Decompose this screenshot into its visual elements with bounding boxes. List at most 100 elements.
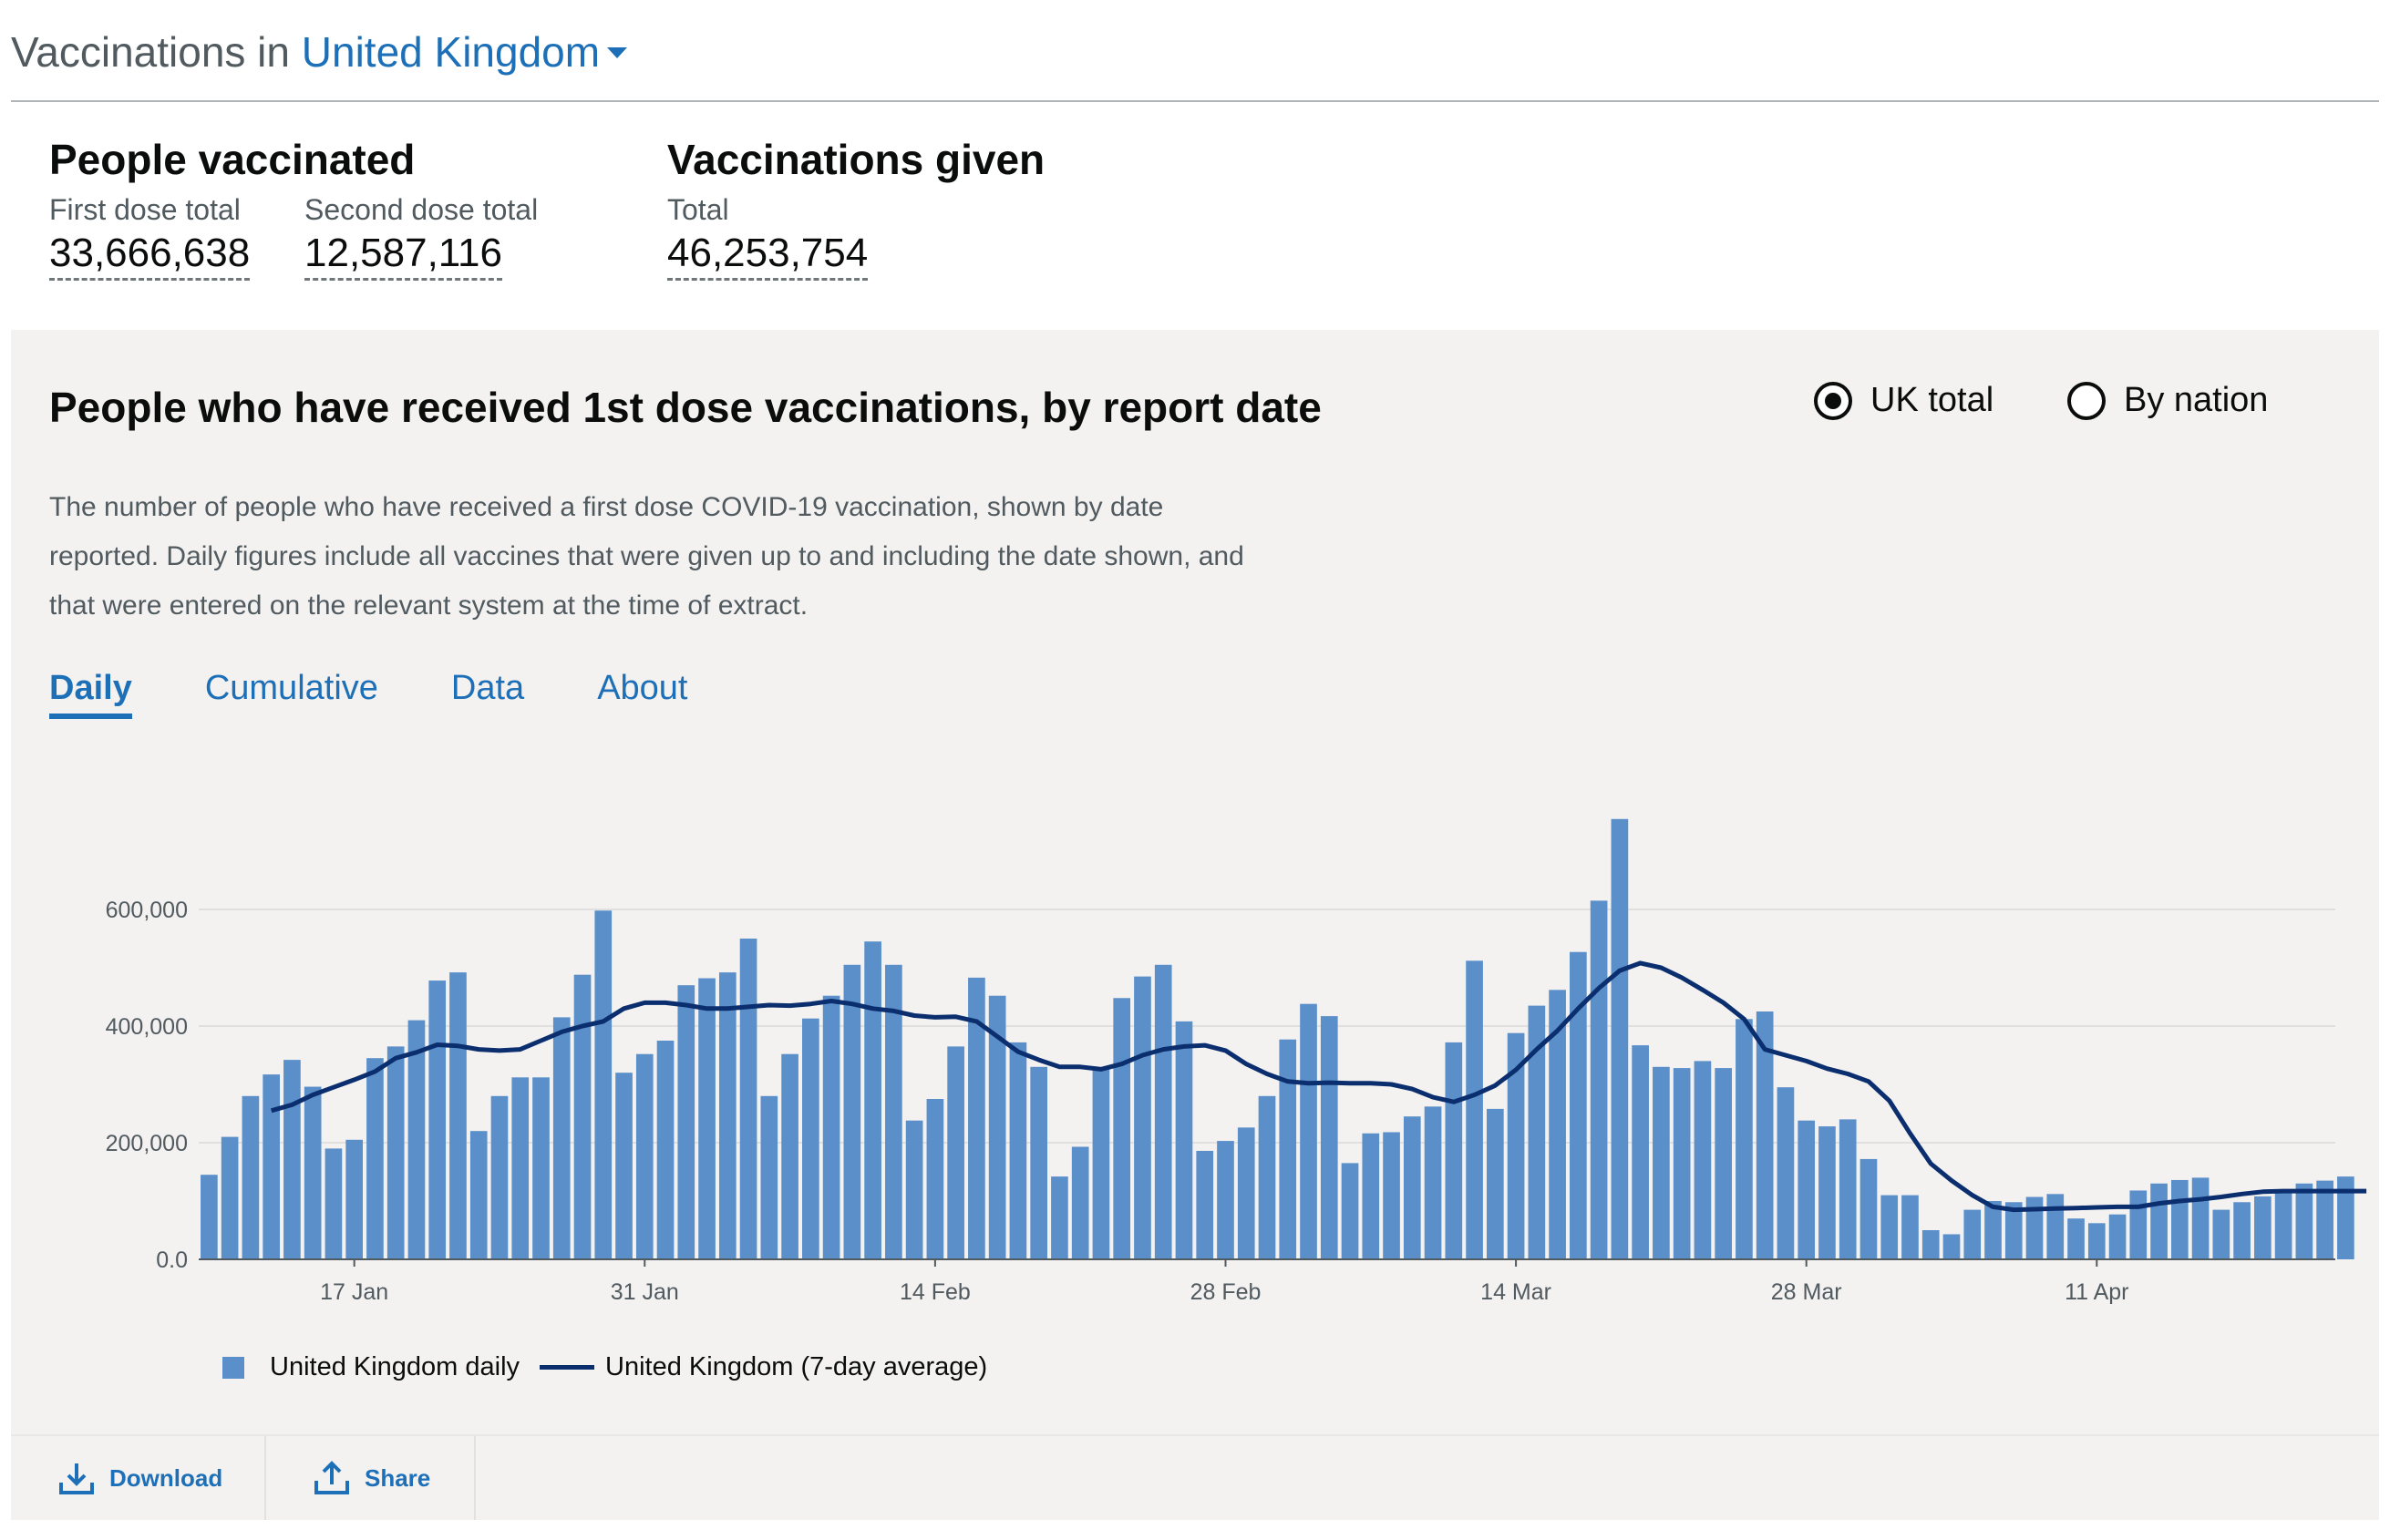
card-description: The number of people who have received a…	[49, 492, 1244, 621]
chart-bar	[2025, 1196, 2044, 1259]
chart-bar	[1715, 1068, 1732, 1259]
chart-bar	[407, 1020, 426, 1259]
chart-bar	[2046, 1194, 2065, 1259]
chart-bar	[469, 1131, 488, 1259]
x-tick-label: 17 Jan	[320, 1279, 388, 1305]
radio-uk-total[interactable]: UK total	[1814, 381, 1993, 420]
chart-bar	[926, 1099, 944, 1259]
radio-selected-dot	[1825, 392, 1841, 409]
chart-bar	[242, 1095, 260, 1259]
chart-bar	[1175, 1021, 1193, 1259]
radio-label-uk-total[interactable]: UK total	[1870, 381, 1994, 419]
legend-daily-label: United Kingdom daily	[270, 1352, 520, 1381]
download-button[interactable]: Download	[11, 1436, 266, 1520]
chart-bar	[2254, 1196, 2272, 1259]
share-icon[interactable]	[314, 1461, 350, 1495]
tab-data[interactable]: Data	[450, 669, 525, 707]
total-value[interactable]: 46,253,754	[667, 231, 869, 281]
chart-bar	[1009, 1042, 1027, 1259]
radio-label-by-nation[interactable]: By nation	[2124, 381, 2269, 419]
chart-bar	[325, 1148, 343, 1259]
radio-by-nation[interactable]: By nation	[2067, 381, 2268, 420]
chart-bar	[1279, 1039, 1297, 1259]
people-vaccinated-group: People vaccinated First dose total 33,66…	[49, 135, 538, 281]
chart-bar	[2004, 1202, 2023, 1259]
chart-bar	[698, 978, 716, 1259]
chart-bar	[2191, 1177, 2210, 1259]
chart-legend: United Kingdom daily United Kingdom (7-d…	[222, 1352, 987, 1382]
chart-bar	[1237, 1127, 1255, 1259]
second-dose-value[interactable]: 12,587,116	[304, 231, 502, 281]
chart-bar	[386, 1046, 405, 1259]
chart-bar	[615, 1073, 633, 1259]
chart-bar	[573, 974, 592, 1259]
x-tick-label: 28 Mar	[1771, 1279, 1842, 1305]
download-icon[interactable]	[58, 1461, 95, 1495]
chart-bar	[1528, 1005, 1546, 1259]
y-tick-label: 400,000	[106, 1014, 188, 1040]
chart-bar	[1611, 818, 1629, 1259]
tab-about[interactable]: About	[597, 669, 688, 707]
chart-bar	[1154, 964, 1172, 1259]
page-title-prefix: Vaccinations in	[11, 28, 290, 76]
radio-button-uk-total[interactable]	[1814, 381, 1852, 420]
chart-bar	[201, 1175, 218, 1259]
chart-bar	[1694, 1061, 1712, 1259]
chart-bar	[2067, 1218, 2085, 1259]
chart-bar	[1590, 900, 1608, 1259]
download-label[interactable]: Download	[109, 1463, 223, 1492]
vaccination-card: People who have received 1st dose vaccin…	[11, 330, 2379, 1520]
chart-bar	[635, 1053, 654, 1259]
chart-tabs: Daily Cumulative Data About	[49, 669, 761, 719]
chart-bar	[1196, 1150, 1214, 1259]
chart-bar	[1653, 1066, 1670, 1259]
chart-bar	[781, 1053, 798, 1259]
share-label[interactable]: Share	[365, 1463, 431, 1492]
total-vaccinations-figure: Total 46,253,754	[667, 193, 869, 281]
chart-bar	[2316, 1180, 2333, 1259]
chart-bar	[1403, 1116, 1421, 1259]
caret-down-icon[interactable]	[607, 46, 628, 58]
chart-bar	[1756, 1011, 1774, 1259]
chart-bar	[739, 939, 757, 1259]
chart-bar	[1362, 1133, 1380, 1259]
chart-bar	[802, 1018, 819, 1259]
chart-bar	[656, 1041, 675, 1259]
chart-bar	[1445, 1042, 1463, 1259]
chart-bar	[1901, 1195, 1919, 1259]
second-dose-figure: Second dose total 12,587,116	[304, 193, 538, 281]
x-tick-label: 11 Apr	[2065, 1279, 2128, 1305]
second-dose-label: Second dose total	[304, 193, 539, 226]
x-tick-label: 28 Feb	[1190, 1279, 1262, 1305]
chart-bar	[1507, 1032, 1525, 1259]
chart-bar	[822, 995, 840, 1259]
area-name[interactable]: United Kingdom	[301, 28, 601, 76]
radio-button-by-nation[interactable]	[2067, 381, 2106, 420]
average-line	[271, 960, 2367, 1213]
area-selector[interactable]: United Kingdom	[301, 28, 628, 76]
chart-bar	[1984, 1201, 2002, 1259]
chart-bar	[988, 995, 1006, 1259]
tab-daily[interactable]: Daily	[49, 669, 132, 719]
share-button[interactable]: Share	[266, 1436, 476, 1520]
y-tick-label: 600,000	[106, 898, 188, 923]
card-footer: Download Share	[11, 1434, 2379, 1520]
chart-bar	[283, 1060, 301, 1259]
chart-bar	[1839, 1119, 1857, 1259]
chart-bar	[1134, 976, 1151, 1259]
chart-bar	[1736, 1019, 1753, 1259]
chart-bar	[2150, 1183, 2168, 1259]
chart-bar	[1071, 1146, 1089, 1259]
chart-bar	[1818, 1126, 1836, 1259]
tab-cumulative[interactable]: Cumulative	[204, 669, 378, 707]
daily-vaccinations-chart: 0.0 200,000 400,000 600,000 17 Jan 31 Jan 14 F…	[106, 818, 2367, 1305]
chart-bar	[1632, 1045, 1649, 1259]
chart-bar	[1777, 1087, 1795, 1259]
chart-bar	[511, 1077, 530, 1259]
chart-bar	[1921, 1230, 1940, 1259]
chart-bar	[532, 1077, 550, 1259]
x-tick-label: 14 Mar	[1480, 1279, 1551, 1305]
chart-bar	[1673, 1068, 1691, 1259]
chart-bar	[1113, 998, 1131, 1259]
first-dose-value[interactable]: 33,666,638	[49, 231, 251, 281]
